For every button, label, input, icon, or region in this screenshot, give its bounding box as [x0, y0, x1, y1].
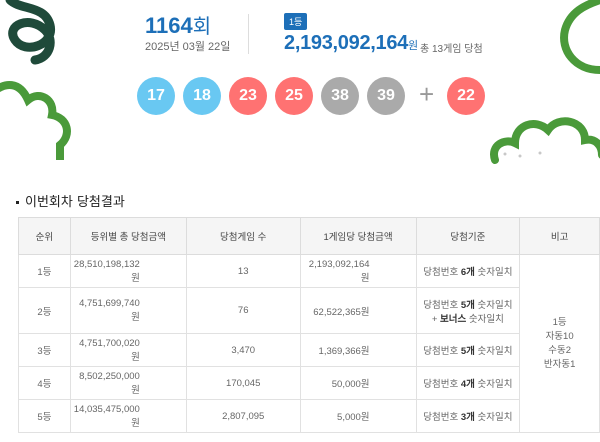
cell-per-game: 62,522,365원	[299, 287, 417, 334]
section-title: 이번회차 당첨결과	[16, 191, 125, 210]
section-title-text: 이번회차 당첨결과	[25, 195, 125, 210]
criteria-text: 당첨번호	[423, 412, 461, 423]
criteria-text: 숫자일치	[474, 346, 513, 357]
header-winning-games: 당첨게임 수	[185, 217, 301, 255]
criteria-count: 6개	[460, 267, 475, 278]
bonus-ball: 22	[447, 77, 485, 115]
first-prize-value: 2,193,092,164	[284, 32, 409, 54]
header-total-amount: 등위별 총 당첨금액	[69, 217, 187, 255]
winning-ball-5: 38	[321, 77, 359, 115]
first-prize-note: 총 13게임 당첨	[420, 44, 483, 55]
first-prize-unit: 원	[408, 40, 418, 52]
cell-criteria: 당첨번호 4개 숫자일치	[415, 366, 521, 400]
remark-line: 1등	[552, 316, 567, 328]
cell-total: 14,035,475,000원	[69, 399, 187, 433]
header-remark: 비고	[519, 217, 600, 255]
header-divider	[248, 14, 249, 54]
draw-result-header: 1164회 2025년 03월 22일 1등 2,193,092,164원 총 …	[0, 0, 600, 165]
criteria-count: 3개	[460, 412, 475, 423]
table-row: 5등 14,035,475,000원 2,807,095 5,000원 당첨번호…	[18, 399, 600, 433]
cell-per-game: 50,000원	[299, 366, 417, 400]
round-number-value: 1164	[145, 13, 193, 38]
remark-line: 반자동1	[543, 358, 576, 370]
cell-games: 3,470	[185, 333, 301, 367]
criteria-text: +	[431, 313, 441, 325]
criteria-text: 숫자일치	[474, 267, 513, 278]
cell-remark: 1등 자동10 수동2 반자동1	[519, 254, 600, 433]
table-row: 2등 4,751,699,740원 76 62,522,365원 당첨번호 5개…	[18, 287, 600, 334]
cell-rank: 4등	[18, 366, 71, 400]
criteria-count: 5개	[460, 346, 475, 357]
cell-games: 170,045	[185, 366, 301, 400]
first-rank-badge: 1등	[284, 13, 308, 30]
bullet-icon	[16, 201, 19, 204]
cell-rank: 2등	[18, 287, 71, 334]
cell-per-game: 2,193,092,164원	[299, 254, 417, 288]
criteria-text: 숫자일치	[466, 313, 504, 325]
header-rank: 순위	[18, 217, 71, 255]
criteria-text: 당첨번호	[423, 299, 461, 311]
winning-ball-1: 17	[137, 77, 175, 115]
cell-criteria: 당첨번호 5개 숫자일치 + 보너스 숫자일치	[415, 287, 521, 334]
criteria-text: 당첨번호	[423, 267, 461, 278]
winning-ball-2: 18	[183, 77, 221, 115]
remark-line: 수동2	[548, 344, 571, 356]
winning-ball-6: 39	[367, 77, 405, 115]
table-row: 1등 28,510,198,132원 13 2,193,092,164원 당첨번…	[18, 254, 600, 433]
round-number: 1164회	[145, 10, 211, 39]
criteria-bonus: 보너스	[440, 313, 467, 325]
table-row: 3등 4,751,700,020원 3,470 1,369,366원 당첨번호 …	[18, 333, 600, 367]
cell-per-game: 5,000원	[299, 399, 417, 433]
cell-total: 4,751,700,020원	[69, 333, 187, 367]
winning-ball-4: 25	[275, 77, 313, 115]
cell-rank: 5등	[18, 399, 71, 433]
results-table: 순위 등위별 총 당첨금액 당첨게임 수 1게임당 당첨금액 당첨기준 비고 1…	[18, 217, 600, 433]
cell-per-game: 1,369,366원	[299, 333, 417, 367]
first-prize-amount: 2,193,092,164원	[284, 32, 418, 55]
cell-games: 13	[185, 254, 301, 288]
criteria-text: 당첨번호	[423, 346, 461, 357]
cell-rank: 1등	[18, 254, 71, 288]
cell-criteria: 당첨번호 3개 숫자일치	[415, 399, 521, 433]
cell-total: 8,502,250,000원	[69, 366, 187, 400]
cell-criteria: 당첨번호 6개 숫자일치	[415, 254, 521, 288]
header-criteria: 당첨기준	[415, 217, 521, 255]
table-row: 4등 8,502,250,000원 170,045 50,000원 당첨번호 4…	[18, 366, 600, 400]
criteria-text: 숫자일치	[474, 412, 513, 423]
criteria-text: 당첨번호	[423, 379, 461, 390]
criteria-count: 4개	[460, 379, 475, 390]
criteria-count: 5개	[460, 299, 475, 311]
cell-total: 28,510,198,132원	[69, 254, 187, 288]
remark-line: 자동10	[545, 330, 574, 342]
table-header-row: 순위 등위별 총 당첨금액 당첨게임 수 1게임당 당첨금액 당첨기준 비고	[18, 217, 600, 255]
cell-rank: 3등	[18, 333, 71, 367]
cell-total: 4,751,699,740원	[69, 287, 187, 334]
draw-date: 2025년 03월 22일	[145, 41, 231, 53]
criteria-text: 숫자일치	[474, 299, 513, 311]
winning-ball-3: 23	[229, 77, 267, 115]
plus-icon: +	[419, 79, 435, 109]
header-per-game-amount: 1게임당 당첨금액	[299, 217, 417, 255]
round-number-suffix: 회	[192, 16, 212, 38]
cell-criteria: 당첨번호 5개 숫자일치	[415, 333, 521, 367]
criteria-text: 숫자일치	[474, 379, 513, 390]
cell-games: 76	[185, 287, 301, 334]
cell-games: 2,807,095	[185, 399, 301, 433]
